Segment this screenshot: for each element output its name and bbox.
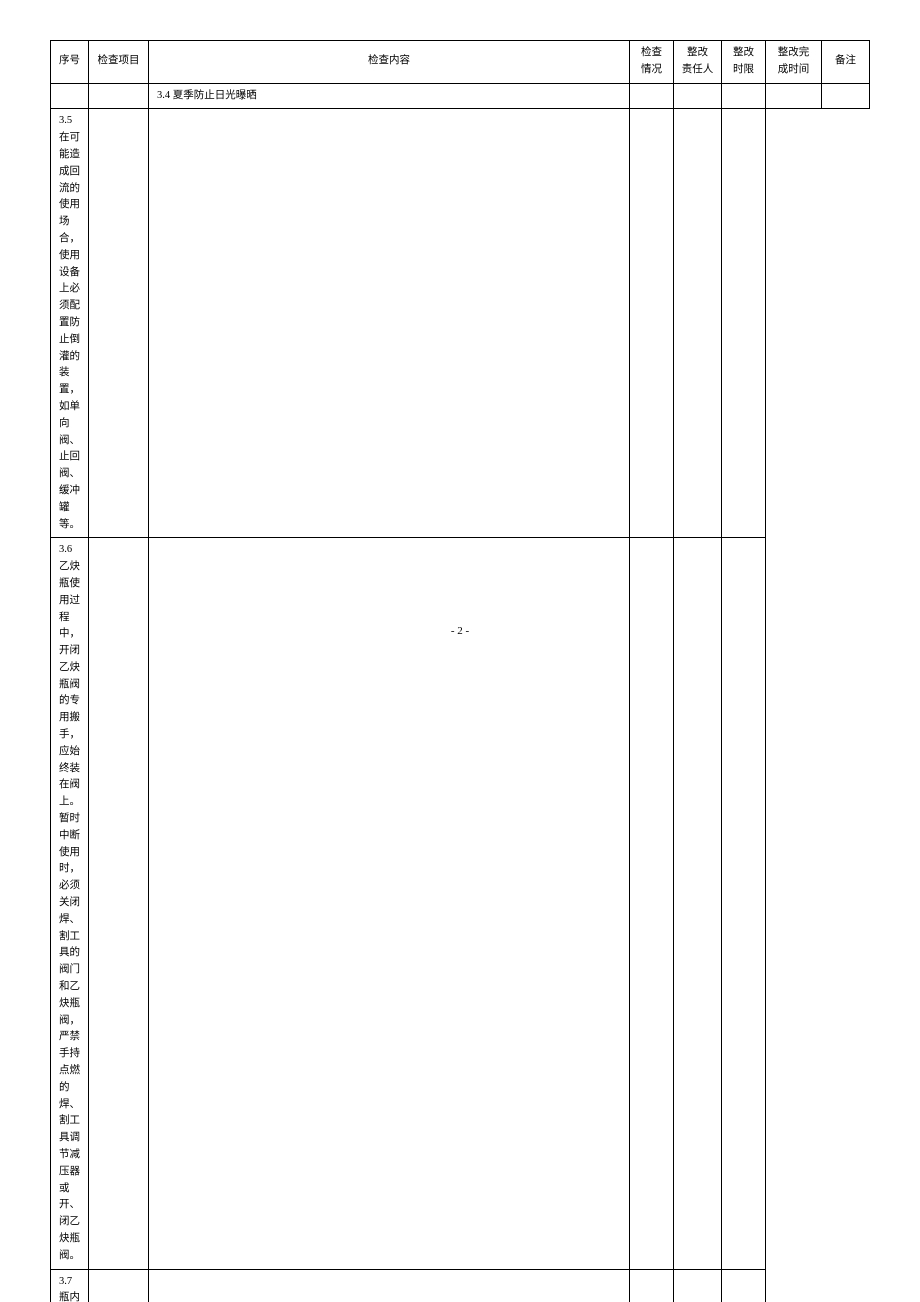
table-row: 3.5 在可能造成回流的使用场合，使用设备上必须配置防止倒灌的装置，如单向阀、止… [51, 109, 870, 538]
cell-blank [149, 1269, 630, 1302]
table-row: 3.7 瓶内气体不得用尽，应留有剩余压力或重量：a）永久气体气瓶的剩余压力应不小… [51, 1269, 870, 1302]
cell-blank [722, 538, 766, 1269]
cell-blank [630, 1269, 674, 1302]
th-status: 检查情况 [630, 41, 674, 84]
th-dead: 整改时限 [722, 41, 766, 84]
cell-blank [630, 538, 674, 1269]
cell-blank [674, 538, 722, 1269]
cell-blank [766, 83, 822, 109]
header-row: 序号 检查项目 检查内容 检查情况 整改责任人 整改时限 整改完成时间 备注 [51, 41, 870, 84]
th-idx: 序号 [51, 41, 89, 84]
th-content: 检查内容 [149, 41, 630, 84]
cell-content: 3.4 夏季防止日光曝晒 [149, 83, 630, 109]
cell-blank [89, 109, 149, 538]
th-resp: 整改责任人 [674, 41, 722, 84]
cell-blank [674, 1269, 722, 1302]
cell-blank [674, 109, 722, 538]
cell-blank [674, 83, 722, 109]
cell-blank [149, 538, 630, 1269]
cell-blank [149, 109, 630, 538]
th-done: 整改完成时间 [766, 41, 822, 84]
cell-blank [722, 109, 766, 538]
cell-blank [89, 538, 149, 1269]
cell-blank [89, 1269, 149, 1302]
th-note: 备注 [822, 41, 870, 84]
inspection-table: 序号 检查项目 检查内容 检查情况 整改责任人 整改时限 整改完成时间 备注 3… [50, 40, 870, 1302]
table-row: 3.4 夏季防止日光曝晒 [51, 83, 870, 109]
cell-content: 3.7 瓶内气体不得用尽，应留有剩余压力或重量：a）永久气体气瓶的剩余压力应不小… [51, 1269, 89, 1302]
table-row: 3.6 乙炔瓶使用过程中，开闭乙炔瓶阀的专用搬手，应始终装在阀上。暂时中断使用时… [51, 538, 870, 1269]
th-item: 检查项目 [89, 41, 149, 84]
cell-item [89, 83, 149, 109]
cell-blank [822, 83, 870, 109]
cell-blank [722, 1269, 766, 1302]
page-number: - 2 - [0, 625, 920, 637]
cell-blank [630, 83, 674, 109]
cell-content: 3.6 乙炔瓶使用过程中，开闭乙炔瓶阀的专用搬手，应始终装在阀上。暂时中断使用时… [51, 538, 89, 1269]
cell-blank [630, 109, 674, 538]
cell-content: 3.5 在可能造成回流的使用场合，使用设备上必须配置防止倒灌的装置，如单向阀、止… [51, 109, 89, 538]
cell-idx [51, 83, 89, 109]
cell-blank [722, 83, 766, 109]
